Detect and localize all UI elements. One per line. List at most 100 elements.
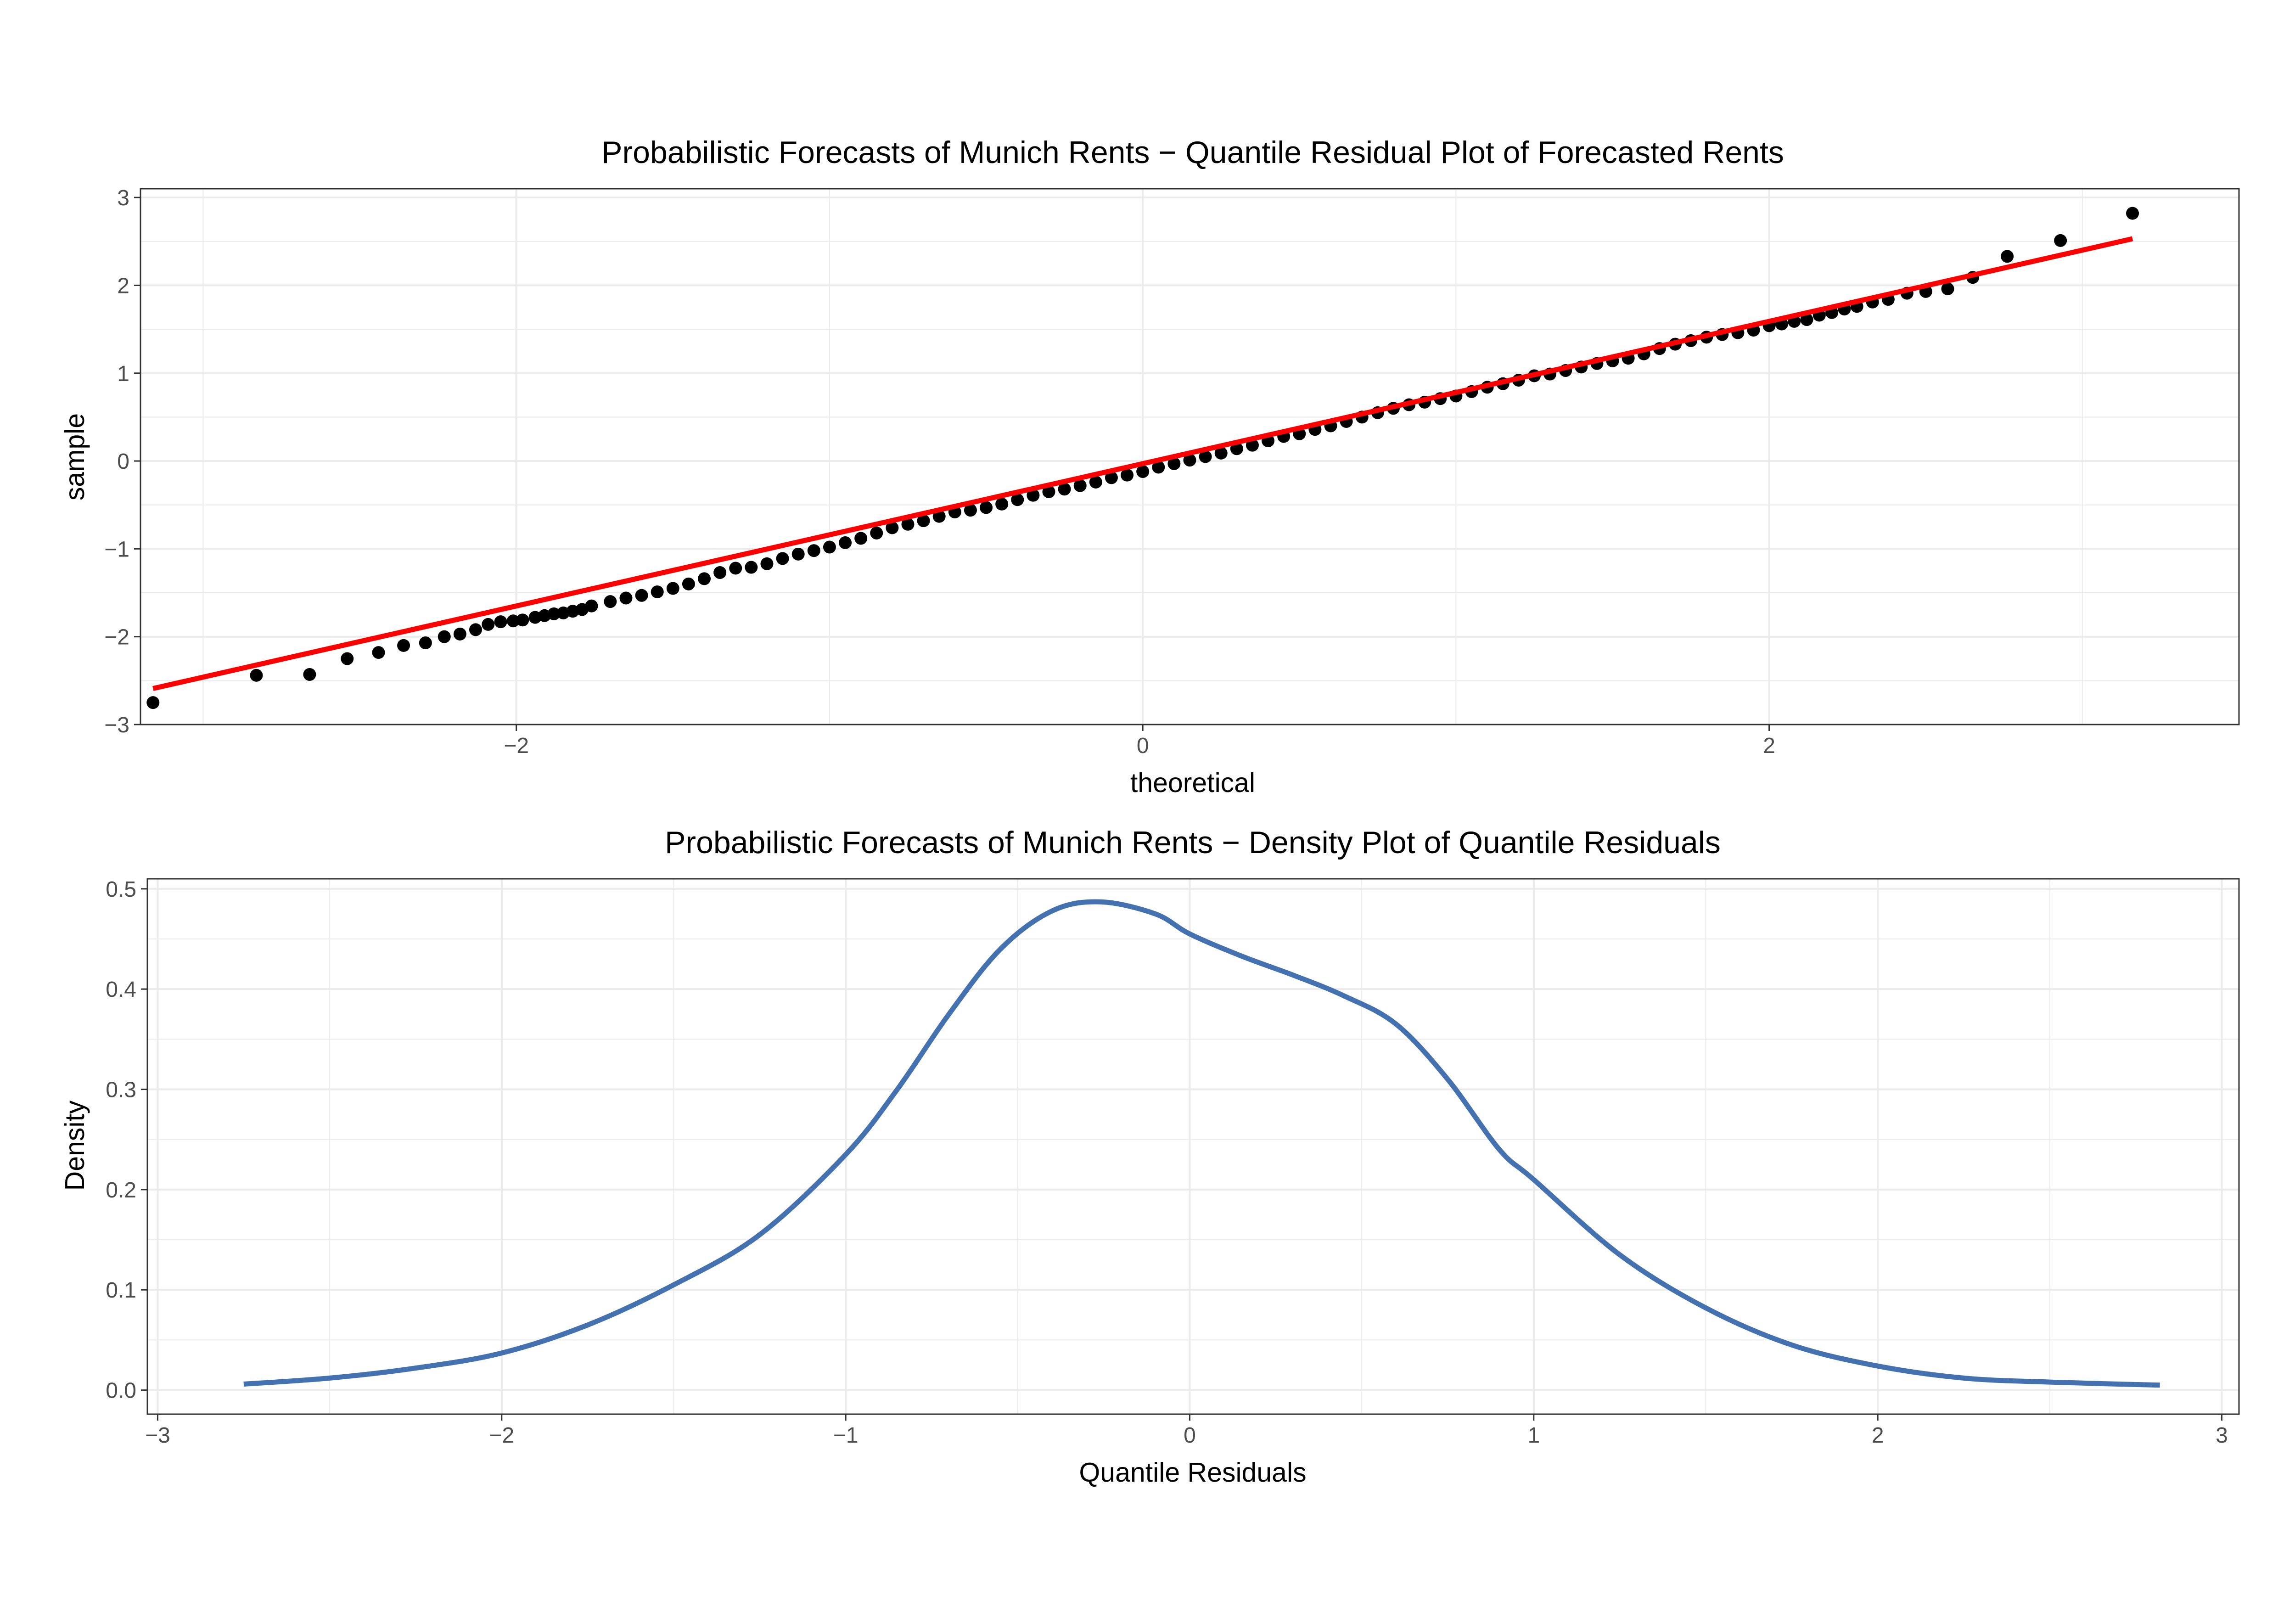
qq-plot-point xyxy=(1167,457,1181,470)
qq-plot-point xyxy=(791,547,805,561)
qq-plot-x-tick-label: 2 xyxy=(1763,734,1775,758)
qq-plot-y-tick-label: 2 xyxy=(117,274,129,298)
qq-plot-point xyxy=(372,646,385,659)
qq-plot-point xyxy=(547,607,561,620)
qq-plot-panel-border xyxy=(140,188,2240,725)
qq-plot-point xyxy=(1199,450,1212,463)
qq-plot-point xyxy=(1121,468,1134,482)
qq-plot-point xyxy=(713,566,727,579)
qq-plot-point xyxy=(146,696,160,709)
qq-plot-point xyxy=(651,585,664,599)
qq-plot-point xyxy=(482,618,495,631)
qq-plot-point xyxy=(917,514,930,528)
qq-plot-point xyxy=(823,540,836,554)
density-plot: Probabilistic Forecasts of Munich Rents … xyxy=(60,825,2240,1488)
density-plot-x-tick-label: −2 xyxy=(489,1423,514,1448)
qq-plot-point xyxy=(839,536,852,549)
qq-plot-point xyxy=(760,557,774,570)
qq-plot-point xyxy=(2001,250,2014,263)
qq-plot-point xyxy=(619,591,633,605)
qq-plot-x-axis-title: theoretical xyxy=(1130,768,1255,798)
density-plot-x-tick-label: 1 xyxy=(1527,1423,1540,1448)
qq-plot-title: Probabilistic Forecasts of Munich Rents … xyxy=(601,135,1784,170)
qq-plot-point xyxy=(635,589,648,602)
qq-plot-point xyxy=(1058,483,1071,496)
density-plot-x-tick-label: −3 xyxy=(145,1423,170,1448)
qq-plot-y-tick-label: 1 xyxy=(117,362,129,386)
density-plot-x-tick-label: 0 xyxy=(1184,1423,1196,1448)
density-plot-series-line xyxy=(243,899,2160,1388)
qq-plot-x-tick-label: 0 xyxy=(1137,734,1149,758)
qq-plot-y-tick-label: 3 xyxy=(117,186,129,210)
qq-plot-reference-line xyxy=(152,236,2133,691)
qq-plot-point xyxy=(776,552,789,565)
density-plot-y-tick-label: 0.3 xyxy=(106,1078,136,1102)
qq-plot-point xyxy=(901,517,915,531)
qq-plot-point xyxy=(397,639,410,652)
qq-plot-point xyxy=(1214,446,1228,460)
density-plot-title: Probabilistic Forecasts of Munich Rents … xyxy=(665,825,1721,860)
qq-plot-point xyxy=(250,669,263,682)
qq-plot-point xyxy=(341,652,354,665)
qq-plot-point xyxy=(964,504,977,517)
qq-plot-point xyxy=(419,636,432,650)
qq-plot-point xyxy=(886,521,899,534)
qq-plot-point xyxy=(980,501,993,514)
density-plot-grid xyxy=(147,879,2239,1414)
qq-plot-point xyxy=(698,572,711,585)
qq-plot-y-tick-label: −3 xyxy=(104,713,129,737)
qq-plot-axes: −2 0 2 −3 −2 −1 0 1 2 3 xyxy=(104,186,2240,758)
qq-plot: Probabilistic Forecasts of Munich Rents … xyxy=(60,135,2240,798)
density-plot-x-tick-label: 2 xyxy=(1872,1423,1884,1448)
qq-plot-point xyxy=(1152,461,1165,474)
density-plot-x-tick-label: −1 xyxy=(833,1423,859,1448)
qq-plot-point xyxy=(1800,313,1813,326)
density-plot-curve xyxy=(243,899,2160,1388)
qq-plot-point xyxy=(469,623,482,636)
qq-plot-point xyxy=(604,595,617,608)
density-plot-y-tick-label: 0.4 xyxy=(106,978,136,1002)
qq-plot-point xyxy=(516,613,529,627)
qq-plot-point xyxy=(1011,493,1024,506)
qq-plot-y-tick-label: 0 xyxy=(117,450,129,474)
qq-plot-point xyxy=(666,582,679,595)
qq-plot-point xyxy=(729,562,742,575)
qq-plot-point xyxy=(870,526,883,539)
density-plot-y-tick-label: 0.1 xyxy=(106,1278,136,1303)
qq-plot-y-tick-label: −2 xyxy=(104,625,129,650)
qq-plot-point xyxy=(995,497,1009,511)
qq-plot-point xyxy=(1136,465,1150,478)
qq-plot-point xyxy=(745,561,758,574)
qq-plot-y-tick-label: −1 xyxy=(104,537,129,562)
qq-plot-reference-line-segment xyxy=(152,236,2133,691)
density-plot-y-tick-label: 0.2 xyxy=(106,1178,136,1203)
qq-plot-point xyxy=(807,544,820,557)
density-plot-x-tick-label: 3 xyxy=(2216,1423,2228,1448)
density-plot-y-tick-label: 0.0 xyxy=(106,1379,136,1403)
density-plot-axes: −3 −2 −1 0 1 2 3 0.0 0.1 0.2 0.3 0.4 0.5 xyxy=(106,877,2240,1448)
qq-plot-x-tick-label: −2 xyxy=(504,734,529,758)
density-plot-y-tick-label: 0.5 xyxy=(106,877,136,902)
qq-plot-point xyxy=(682,577,695,590)
qq-plot-point xyxy=(1105,471,1118,484)
density-plot-x-axis-title: Quantile Residuals xyxy=(1079,1457,1306,1488)
qq-plot-point xyxy=(585,599,598,613)
qq-plot-point xyxy=(1183,454,1196,467)
qq-plot-point xyxy=(2126,207,2139,220)
qq-plot-point xyxy=(1042,485,1055,499)
density-plot-y-axis-title: Density xyxy=(60,1100,90,1191)
qq-plot-point xyxy=(2054,234,2067,247)
qq-plot-point xyxy=(1941,282,1954,296)
qq-plot-y-axis-title: sample xyxy=(60,413,90,500)
qq-plot-point xyxy=(506,614,520,628)
qq-plot-point xyxy=(854,532,868,545)
qq-plot-point xyxy=(1089,475,1102,489)
density-plot-panel-border xyxy=(146,878,2240,1415)
qq-plot-point xyxy=(453,627,466,641)
qq-plot-point xyxy=(303,668,316,681)
qq-plot-point xyxy=(438,630,451,643)
qq-plot-point xyxy=(494,615,507,629)
qq-plot-point xyxy=(1073,479,1087,492)
